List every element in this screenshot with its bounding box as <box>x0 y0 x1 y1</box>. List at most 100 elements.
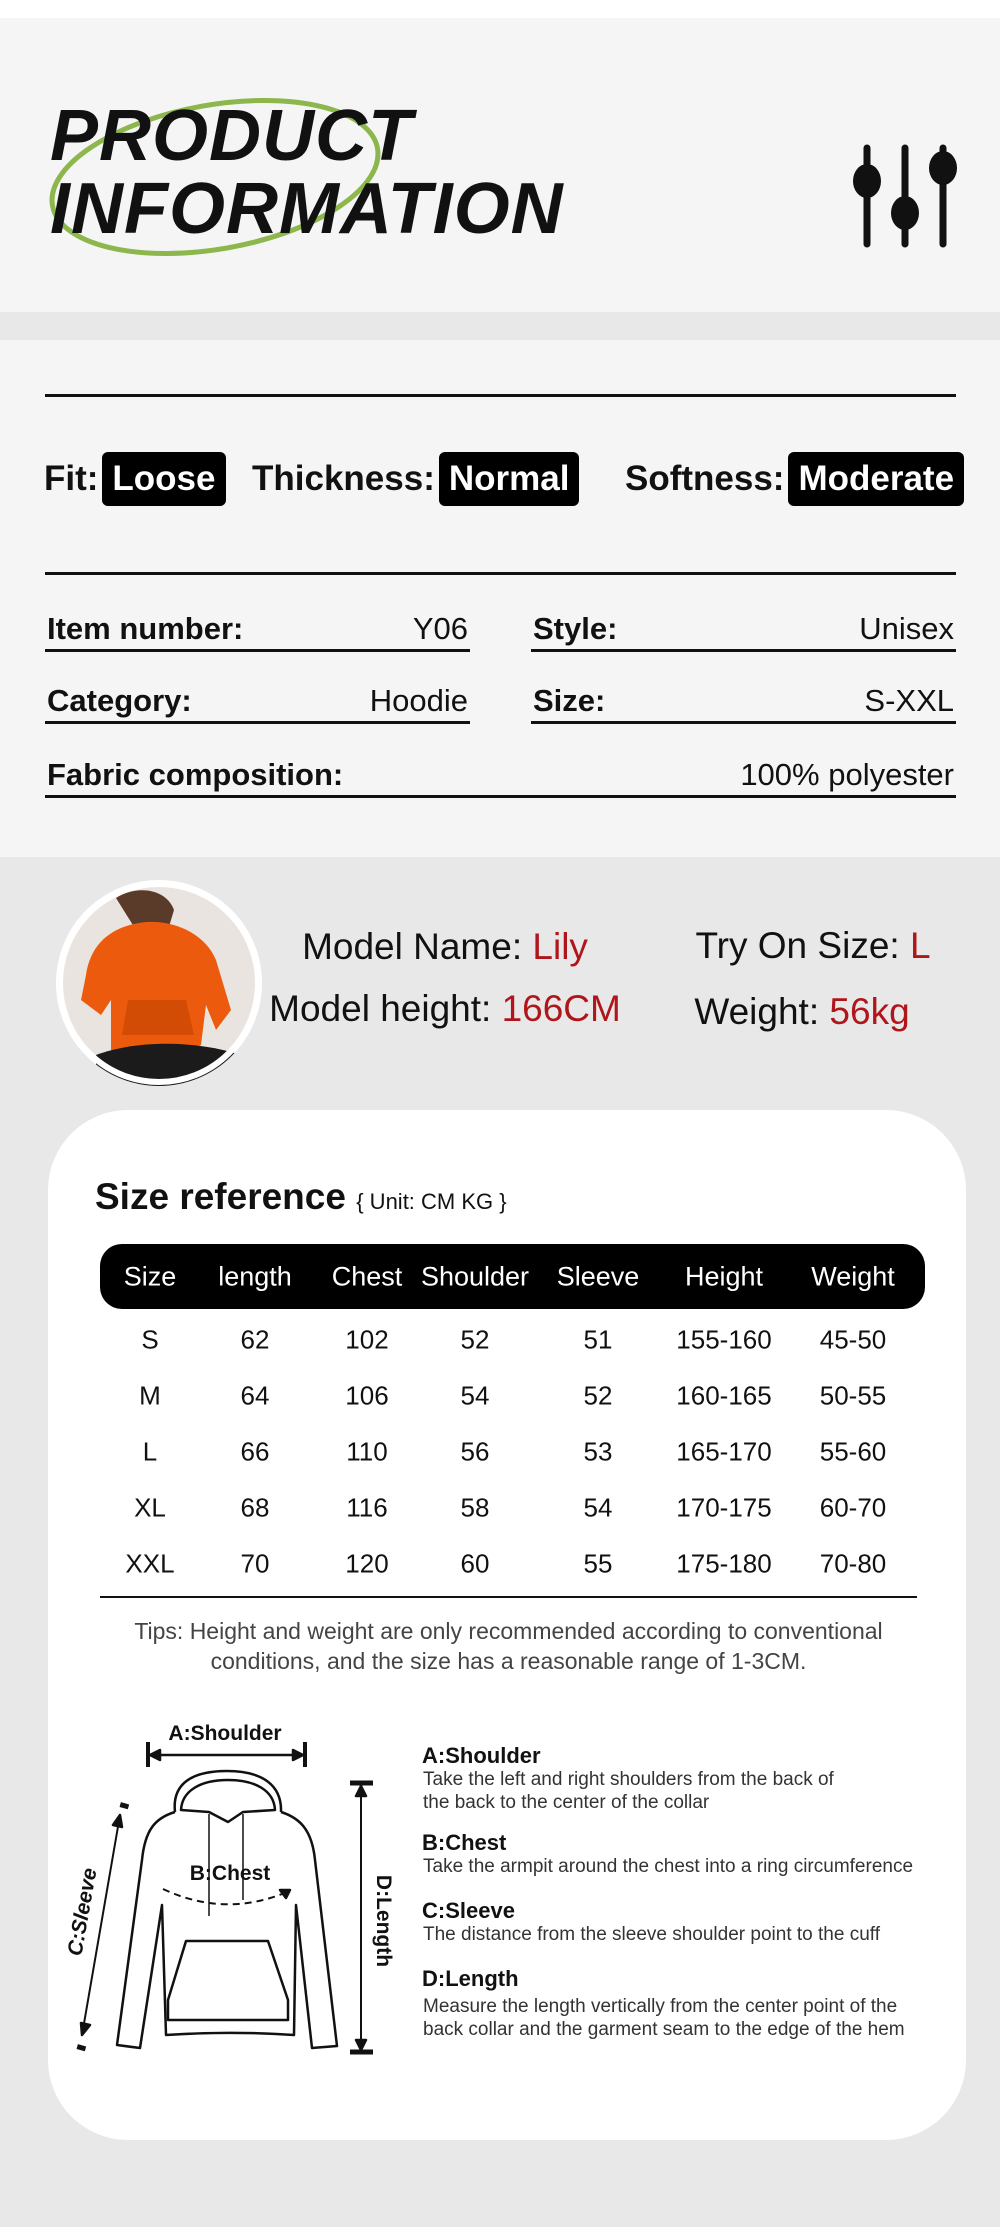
attributes-section <box>0 340 1000 857</box>
detail-label: Item number: <box>47 611 244 646</box>
table-cell: M <box>139 1380 161 1411</box>
table-cell: S <box>141 1324 159 1355</box>
diagram-label-length: D:Length <box>372 1874 395 1968</box>
detail-style: Style: Unisex <box>531 611 956 652</box>
model-height-label: Model height: <box>269 988 492 1029</box>
try-on-size: Try On Size: L <box>695 925 930 967</box>
table-cell: 160-165 <box>676 1380 772 1411</box>
table-cell: L <box>142 1436 158 1467</box>
table-cell: 66 <box>240 1436 270 1467</box>
try-on-value: L <box>909 925 931 966</box>
table-cell: 45-50 <box>819 1324 887 1355</box>
detail-label: Style: <box>533 611 618 646</box>
column-header: Chest <box>331 1261 403 1292</box>
attr-value-chip: Normal <box>438 452 580 506</box>
detail-label: Category: <box>47 683 192 718</box>
table-cell: 70-80 <box>819 1548 887 1579</box>
table-cell: XXL <box>125 1548 175 1579</box>
attr-fit: Fit: Loose <box>44 452 226 506</box>
detail-item-number: Item number: Y06 <box>45 611 470 652</box>
measure-title: D:Length <box>422 1966 519 1991</box>
table-cell: 64 <box>240 1380 270 1411</box>
attr-thickness: Thickness: Normal <box>252 452 580 506</box>
divider <box>45 572 956 575</box>
measure-description: back collar and the garment seam to the … <box>423 2019 905 2040</box>
tips-line: conditions, and the size has a reasonabl… <box>210 1648 807 1674</box>
tips-line: Tips: Height and weight are only recomme… <box>134 1618 883 1644</box>
column-header: Height <box>684 1261 764 1292</box>
model-photo <box>56 880 262 1086</box>
table-cell: 51 <box>583 1324 613 1355</box>
size-reference-heading: Size reference <box>95 1176 346 1217</box>
table-cell: 52 <box>583 1380 613 1411</box>
model-weight: Weight: 56kg <box>694 991 909 1033</box>
model-height: Model height: 166CM <box>269 988 621 1030</box>
attr-label: Fit: <box>44 459 99 498</box>
table-cell: XL <box>134 1492 166 1523</box>
detail-value: S-XXL <box>864 683 954 718</box>
divider <box>45 394 956 397</box>
attr-value-chip: Loose <box>102 452 226 506</box>
detail-value: 100% polyester <box>740 757 954 792</box>
table-cell: 55 <box>583 1548 613 1579</box>
size-tips: Tips: Height and weight are only recomme… <box>100 1616 917 1676</box>
detail-label: Size: <box>533 683 606 718</box>
model-name-label: Model Name: <box>302 926 523 967</box>
table-cell: 110 <box>346 1436 388 1467</box>
detail-label: Fabric composition: <box>47 757 344 792</box>
detail-fabric: Fabric composition: 100% polyester <box>45 757 956 798</box>
table-cell: 170-175 <box>676 1492 772 1523</box>
detail-value: Hoodie <box>369 683 468 718</box>
detail-value: Unisex <box>859 611 954 646</box>
table-cell: 116 <box>346 1492 388 1523</box>
table-cell: 52 <box>460 1324 490 1355</box>
column-header: Weight <box>811 1261 895 1292</box>
model-name-value: Lily <box>532 926 588 967</box>
table-cell: 70 <box>240 1548 270 1579</box>
size-reference-title: Size reference { Unit: CM KG } <box>95 1176 507 1218</box>
table-cell: 60 <box>460 1548 490 1579</box>
column-header: length <box>218 1261 292 1292</box>
detail-value: Y06 <box>412 611 468 646</box>
table-cell: 55-60 <box>819 1436 887 1467</box>
measure-title: B:Chest <box>422 1830 507 1855</box>
table-cell: 54 <box>583 1492 613 1523</box>
size-table-header <box>100 1244 925 1309</box>
header-section <box>0 18 1000 312</box>
table-cell: 53 <box>583 1436 613 1467</box>
model-name: Model Name: Lily <box>302 926 588 968</box>
measure-description: Measure the length vertically from the c… <box>423 1996 898 2017</box>
model-weight-label: Weight: <box>694 991 820 1032</box>
detail-size: Size: S-XXL <box>531 683 956 724</box>
table-cell: 58 <box>460 1492 490 1523</box>
measure-title: A:Shoulder <box>422 1743 541 1768</box>
table-cell: 102 <box>345 1324 389 1355</box>
table-cell: 175-180 <box>676 1548 772 1579</box>
table-cell: 68 <box>240 1492 270 1523</box>
measure-description: Take the armpit around the chest into a … <box>423 1856 914 1877</box>
table-cell: 120 <box>345 1548 389 1579</box>
table-cell: 60-70 <box>819 1492 887 1523</box>
diagram-label-chest: B:Chest <box>189 1862 271 1885</box>
page-title-line2: INFORMATION <box>50 169 564 249</box>
table-cell: 62 <box>240 1324 270 1355</box>
hoodie-measure-diagram <box>76 1742 373 2055</box>
table-cell: 155-160 <box>676 1324 772 1355</box>
try-on-label: Try On Size: <box>695 925 900 966</box>
title-ellipse-icon <box>49 98 381 256</box>
column-header: Sleeve <box>556 1261 640 1292</box>
table-cell: 165-170 <box>676 1436 772 1467</box>
column-header: Shoulder <box>420 1261 530 1292</box>
table-cell: 50-55 <box>819 1380 887 1411</box>
attr-softness: Softness: Moderate <box>625 452 965 506</box>
table-cell: 106 <box>345 1380 389 1411</box>
attr-label: Thickness: <box>252 459 435 498</box>
model-height-value: 166CM <box>501 988 621 1029</box>
model-weight-value: 56kg <box>829 991 910 1032</box>
sliders-icon <box>853 144 957 248</box>
diagram-label-shoulder: A:Shoulder <box>168 1722 282 1745</box>
page-title-line1: PRODUCT <box>50 96 413 176</box>
attr-value-chip: Moderate <box>788 452 965 506</box>
detail-category: Category: Hoodie <box>45 683 470 724</box>
top-strip <box>0 0 1000 18</box>
